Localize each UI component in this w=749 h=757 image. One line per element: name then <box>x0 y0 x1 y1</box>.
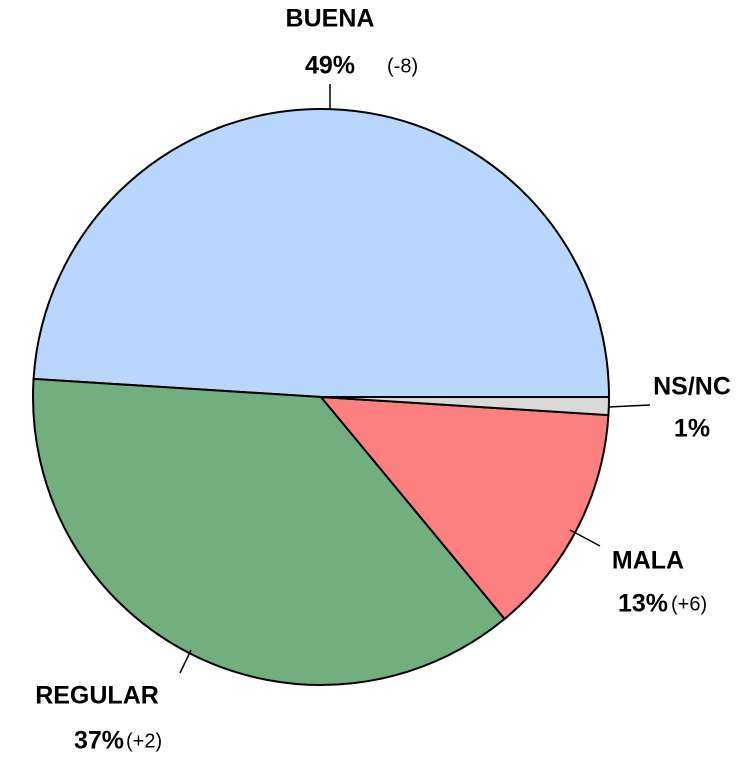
pie-slice <box>318 395 610 621</box>
slice-percent: 37% <box>74 727 124 755</box>
slice-name: REGULAR <box>35 682 159 710</box>
slice-name: NS/NC <box>653 373 731 401</box>
slice-percent: 1% <box>674 415 710 443</box>
slice-percent: 13% <box>618 590 668 618</box>
pie-slice <box>32 108 611 398</box>
slice-percent: 49% <box>305 52 355 80</box>
slice-change: (+2) <box>126 730 162 752</box>
slice-name: MALA <box>612 547 684 575</box>
slice-change: (-8) <box>387 55 418 77</box>
slice-name: BUENA <box>286 5 375 33</box>
pie-slice <box>32 377 506 686</box>
leader-line <box>569 529 601 547</box>
slice-change: (+6) <box>671 593 707 615</box>
pie-slice <box>320 396 611 417</box>
leader-line <box>608 404 651 408</box>
leader-line <box>179 649 192 674</box>
